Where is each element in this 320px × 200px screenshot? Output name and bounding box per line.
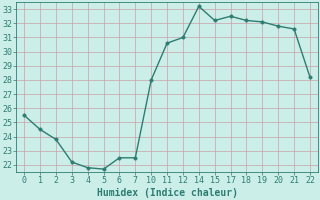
X-axis label: Humidex (Indice chaleur): Humidex (Indice chaleur) xyxy=(97,188,237,198)
